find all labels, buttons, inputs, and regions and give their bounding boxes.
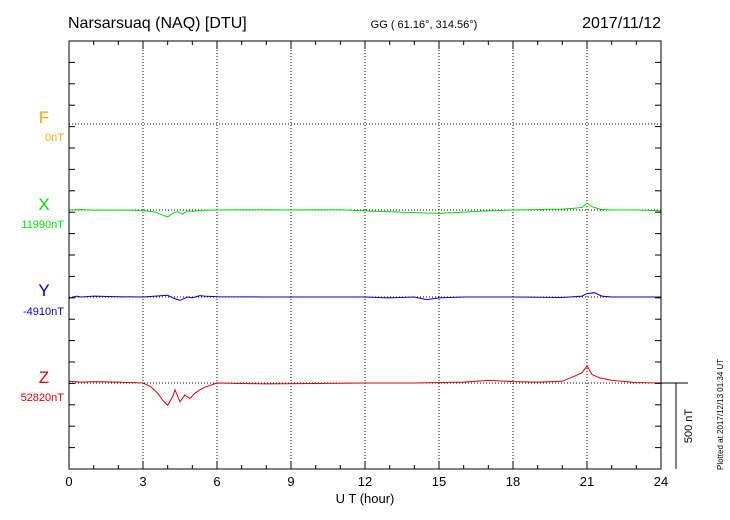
scale-bar: 500 nT xyxy=(661,382,695,469)
plotted-timestamp: Plotted at 2017/12/13 01:34 UT xyxy=(716,359,725,470)
x-tick-label: 24 xyxy=(654,474,668,489)
coordinates-label: GG ( 61.16°, 314.56°) xyxy=(371,19,478,31)
x-tick-label: 6 xyxy=(213,474,220,489)
scale-bar-label: 500 nT xyxy=(683,409,695,444)
x-tick-label: 21 xyxy=(580,474,594,489)
x-tick-label: 15 xyxy=(432,474,446,489)
baseline-value-f: 0nT xyxy=(45,132,64,144)
baseline-value-x: 11990nT xyxy=(21,219,64,231)
channel-label-y: Y xyxy=(38,281,49,300)
baseline-value-z: 52820nT xyxy=(21,392,65,404)
trace-z xyxy=(68,364,662,407)
channel-label-f: F xyxy=(39,108,49,127)
x-tick-label: 3 xyxy=(139,474,146,489)
date-label: 2017/11/12 xyxy=(582,15,661,32)
channel-label-z: Z xyxy=(39,368,49,387)
x-tick-label: 18 xyxy=(506,474,520,489)
x-tick-label: 12 xyxy=(358,474,372,489)
station-title: Narsarsuaq (NAQ) [DTU] xyxy=(68,15,247,32)
x-tick-label: 0 xyxy=(65,474,72,489)
traces-group xyxy=(68,202,662,407)
plot-frame xyxy=(68,40,662,470)
channel-labels-group: F 0nT X 11990nT Y -4910nT Z 52820nT xyxy=(21,108,65,404)
x-tick-label: 9 xyxy=(287,474,294,489)
grid-group xyxy=(69,41,661,469)
trace-y xyxy=(68,292,661,301)
channel-label-x: X xyxy=(38,195,49,214)
baseline-value-y: -4910nT xyxy=(23,306,64,318)
x-axis-title: U T (hour) xyxy=(336,491,395,506)
trace-x xyxy=(68,202,662,218)
x-axis-group: 0 3 6 9 12 15 18 21 24 xyxy=(65,41,668,489)
